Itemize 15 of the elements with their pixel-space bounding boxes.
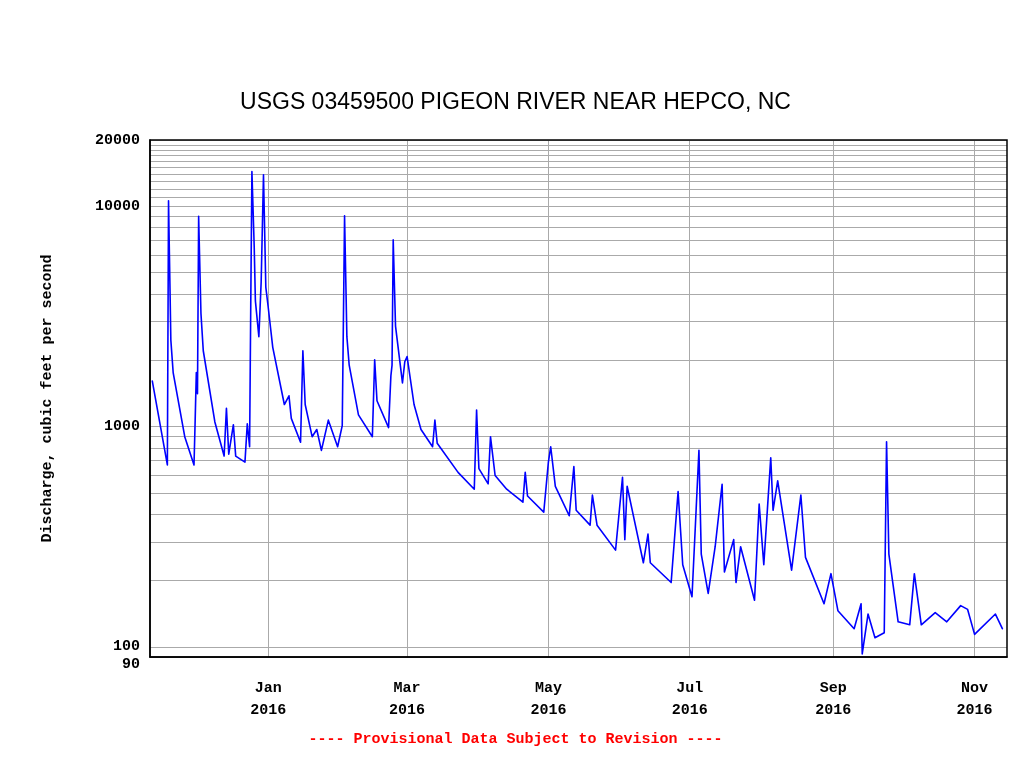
- y-tick-label: 10000: [94, 197, 140, 215]
- x-tick-label: May 2016: [530, 679, 567, 719]
- x-tick-label: Mar 2016: [389, 679, 426, 719]
- chart-title: USGS 03459500 PIGEON RIVER NEAR HEPCO, NC: [240, 87, 791, 114]
- line-series: [151, 170, 1004, 655]
- x-tick-label: Jul 2016: [671, 679, 708, 719]
- y-tick-label: 1000: [103, 418, 140, 436]
- text: ---- Provisional Data Subject to Revision ----: [308, 731, 723, 748]
- x-tick-label: Nov 2016: [956, 679, 993, 719]
- y-tick-label: 20000: [94, 131, 140, 149]
- y-axis-title: Discharge, cubic feet per second: [39, 254, 56, 543]
- y-tick-label: 90: [121, 655, 140, 673]
- y-tick-label: 100: [112, 638, 140, 656]
- x-tick-label: Sep 2016: [815, 679, 852, 719]
- x-tick-label: Jan 2016: [250, 679, 287, 719]
